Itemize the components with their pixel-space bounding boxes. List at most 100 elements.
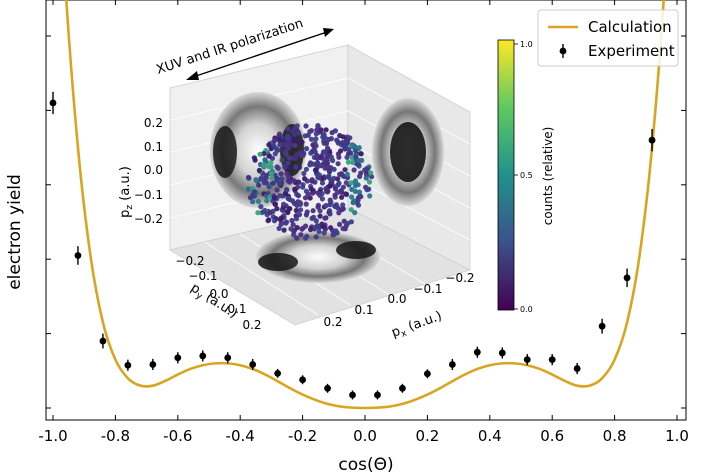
inset-scatter-point [367, 193, 373, 199]
inset-scatter-point [350, 199, 356, 205]
polarization-arrow [186, 28, 334, 80]
legend-experiment-marker [559, 47, 567, 55]
inset-scatter-point [327, 202, 333, 208]
inset-scatter-point [294, 235, 300, 241]
inset-scatter-point [266, 153, 272, 159]
experiment-point [548, 356, 556, 364]
inset-scatter-point [304, 146, 310, 152]
inset-scatter-point [289, 217, 295, 224]
inset-scatter-point [322, 161, 328, 167]
inset-scatter-point [335, 176, 341, 182]
inset-pz-tick-label: −0.1 [134, 188, 163, 202]
colorbar [497, 39, 515, 311]
experiment-point [498, 349, 506, 357]
experiment-point [448, 361, 456, 368]
legend-box [537, 9, 679, 67]
inset-scatter-point [319, 191, 325, 197]
inset-scatter-point [255, 198, 261, 204]
inset-pz-label: pz (a.u.) [118, 166, 135, 218]
inset-scatter-point [245, 174, 252, 181]
inset-scatter-point [301, 150, 307, 156]
inset-scatter-point [284, 187, 290, 193]
x-tick-label: 1.0 [665, 427, 689, 445]
plot-frame [45, 0, 687, 421]
inset-scatter-point [345, 159, 351, 165]
inset-scatter-point [352, 179, 358, 185]
inset-scatter-point [310, 208, 316, 214]
inset-pz-tick-label: −0.2 [134, 212, 163, 226]
inset-scatter-point [343, 180, 349, 186]
inset-scatter-point [337, 221, 343, 227]
inset-scatter-point [304, 233, 310, 239]
inset-scatter-point [339, 140, 346, 146]
inset-scatter-point [356, 189, 362, 195]
experiment-point [349, 391, 356, 399]
inset-scatter-point [348, 180, 354, 186]
inset-scatter-point [352, 210, 358, 216]
inset-scatter-point [266, 142, 272, 148]
inset-scatter-point [305, 191, 311, 197]
inset-scatter-point [286, 165, 293, 171]
experiment-point [174, 354, 182, 362]
inset-scatter-point [266, 217, 272, 223]
inset-scatter-point [279, 157, 285, 163]
inset-scatter-point [277, 142, 283, 148]
inset-scatter-point [261, 162, 267, 168]
inset-scatter-point [260, 209, 267, 215]
inset-scatter-point [291, 228, 297, 234]
inset-scatter-point [271, 138, 277, 144]
x-tick-label: -1.0 [38, 427, 67, 445]
x-tick-label: 0.4 [478, 427, 502, 445]
inset-py-ticks: −0.2−0.1 0.00.1 0.2 [175, 254, 261, 332]
inset-scatter-point [344, 171, 350, 177]
inset-scatter-point [349, 194, 355, 200]
inset-scatter-point [337, 171, 343, 177]
inset-scatter-point [332, 128, 338, 134]
inset-scatter-point [276, 225, 282, 231]
inset-3d-plot: XUV and IR polarization 0.20.10.0−0.1−0.… [118, 16, 555, 341]
inset-scatter-point [271, 195, 278, 201]
experiment-point [598, 322, 606, 330]
inset-py-tick-label: −0.2 [175, 254, 204, 268]
inset-scatter-point [315, 204, 321, 210]
colorbar-tick-label: 0.5 [520, 171, 533, 180]
inset-scatter-point [291, 178, 297, 184]
inset-px-tick-label: −0.1 [413, 282, 442, 296]
inset-scatter-point [324, 140, 330, 146]
experiment-point [324, 384, 331, 392]
inset-py-tick-label: 0.1 [227, 302, 246, 316]
inset-scatter-point [325, 165, 331, 171]
inset-scatter-point [318, 127, 324, 133]
inset-scatter-point [313, 136, 319, 142]
inset-scatter-point [272, 151, 278, 157]
inset-scatter-point [356, 145, 362, 151]
experiment-point [573, 365, 581, 372]
inset-scatter-point [340, 202, 346, 208]
inset-pz-tick-label: 0.2 [144, 116, 163, 130]
inset-scatter-point [356, 162, 362, 168]
inset-scatter-point [293, 164, 299, 170]
inset-scatter-point [327, 183, 333, 189]
experiment-point [49, 99, 57, 107]
inset-px-tick-label: 0.1 [354, 303, 373, 317]
experiment-point [424, 370, 431, 378]
inset-scatter-sphere [245, 123, 375, 241]
x-axis-label: cos(Θ) [338, 455, 393, 475]
inset-scatter-point [287, 179, 293, 185]
inset-scatter-point [303, 223, 309, 229]
inset-scatter-point [301, 170, 307, 177]
inset-scatter-point [323, 127, 329, 133]
inset-scatter-point [350, 159, 356, 165]
experiment-point [299, 376, 306, 384]
inset-scatter-point [332, 186, 339, 192]
experiment-point [274, 370, 282, 377]
inset-scatter-point [343, 144, 349, 150]
inset-scatter-point [270, 180, 276, 186]
inset-scatter-point [332, 204, 339, 210]
x-tick-label: 0.0 [353, 427, 377, 445]
inset-scatter-point [339, 194, 345, 200]
inset-scatter-point [363, 175, 369, 181]
inset-scatter-point [369, 174, 375, 180]
experiment-point [199, 352, 207, 360]
inset-scatter-point [366, 179, 373, 185]
